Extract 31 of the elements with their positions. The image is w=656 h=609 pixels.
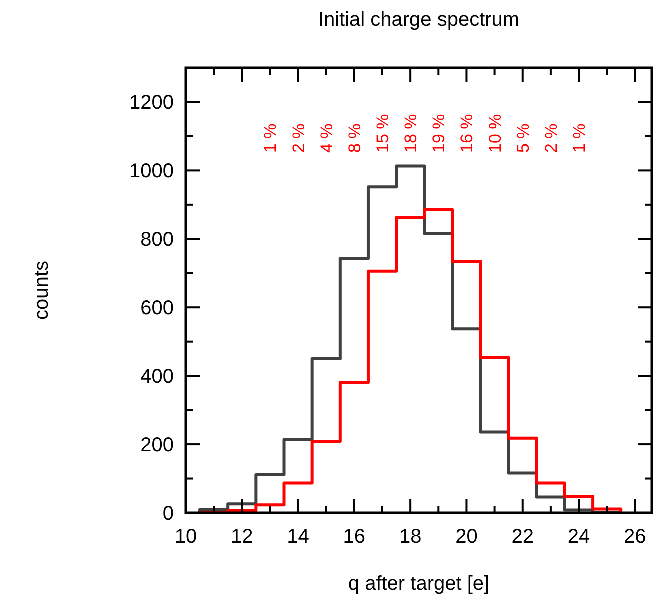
y-tick-label: 600 — [140, 298, 174, 320]
annotation: 18 % — [402, 114, 421, 153]
x-tick-label: 16 — [343, 526, 366, 548]
annotation: 8 % — [345, 124, 364, 153]
x-tick-label: 18 — [399, 526, 422, 548]
annotation: 1 % — [570, 124, 590, 153]
annotation: 4 % — [317, 124, 336, 153]
annotation: 16 % — [458, 114, 477, 153]
annotation: 10 % — [486, 114, 505, 153]
x-tick-label: 26 — [624, 526, 646, 548]
x-tick-label: 12 — [231, 526, 254, 548]
y-tick-label: 400 — [140, 366, 174, 388]
y-tick-label: 1200 — [130, 92, 174, 114]
annotation: 2 % — [542, 124, 561, 153]
y-tick-label: 0 — [162, 503, 174, 525]
y-tick-label: 800 — [140, 229, 174, 252]
x-tick-label: 22 — [512, 526, 534, 548]
x-tick-label: 24 — [568, 526, 590, 548]
y-tick-label: 200 — [140, 434, 174, 457]
chart-title: Initial charge spectrum — [318, 9, 520, 31]
x-axis-title: q after target [e] — [348, 573, 490, 595]
annotation: 5 % — [514, 124, 533, 153]
annotation: 15 % — [374, 114, 393, 153]
x-tick-label: 10 — [174, 526, 198, 548]
x-tick-label: 14 — [287, 526, 310, 548]
annotation: 2 % — [289, 124, 308, 153]
y-axis-title: counts — [31, 261, 53, 320]
annotation: 19 % — [430, 114, 449, 153]
x-tick-label: 20 — [456, 526, 478, 548]
y-tick-label: 1000 — [130, 160, 174, 183]
annotation: 1 % — [261, 124, 280, 153]
